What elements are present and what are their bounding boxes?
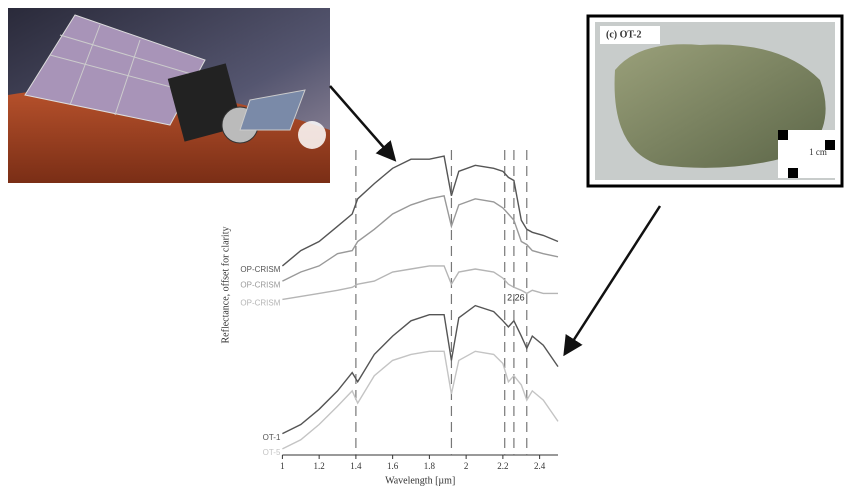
- annotation: 2.26: [507, 292, 525, 302]
- x-tick-label: 2.4: [534, 461, 546, 471]
- x-tick-label: 1.2: [314, 461, 325, 471]
- spectrum-line: [282, 350, 559, 450]
- x-tick-label: 2: [464, 461, 469, 471]
- spacecraft-image: [8, 8, 330, 183]
- series-label: OP-CRISM: [240, 280, 280, 289]
- spectrum-line: [281, 155, 559, 267]
- arrow: [563, 205, 662, 357]
- spectra-plot: 1 1.2 1.4 1.6 1.8 2 2.2 2.4 Wavelength [µm] Refle…: [220, 150, 559, 486]
- x-axis-label: Wavelength [µm]: [385, 475, 455, 486]
- spectrum-line: [282, 265, 558, 301]
- series-label: OP-CRISM: [240, 265, 280, 274]
- spectrum-line: [282, 304, 559, 435]
- series-label: OT-5: [263, 448, 281, 457]
- series-label: OP-CRISM: [240, 299, 280, 308]
- panel-label: (c) OT-2: [606, 29, 641, 40]
- x-tick-label: 1.8: [424, 461, 436, 471]
- y-axis-label: Reflectance, offset for clarity: [220, 227, 231, 344]
- scale-label: 1 cm: [809, 147, 827, 157]
- arrow: [329, 85, 397, 162]
- x-tick-label: 1: [280, 461, 285, 471]
- rock-image: (c) OT-2 1 cm: [586, 14, 844, 188]
- series-label: OT-1: [263, 433, 281, 442]
- x-tick-label: 1.4: [350, 461, 362, 471]
- x-tick-label: 1.6: [387, 461, 399, 471]
- spectrum-line: [282, 194, 559, 282]
- x-tick-label: 2.2: [497, 461, 508, 471]
